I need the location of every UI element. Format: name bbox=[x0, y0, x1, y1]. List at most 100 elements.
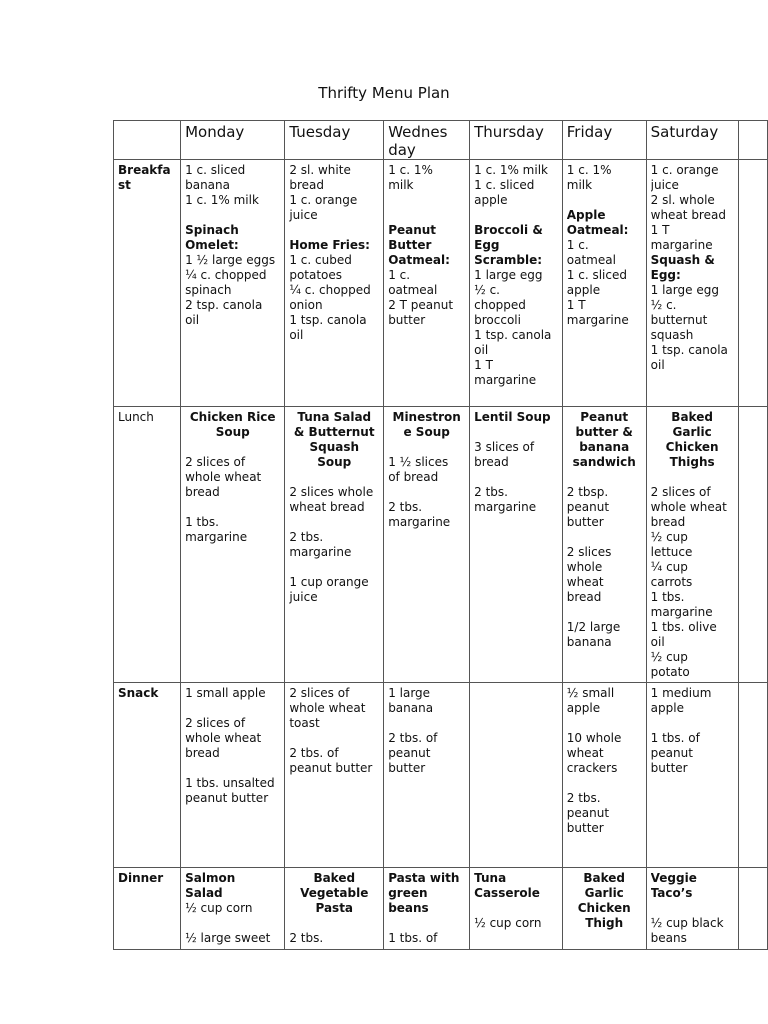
ingredient-line: banana bbox=[566, 635, 612, 649]
ingredient-line: butter bbox=[650, 761, 688, 775]
ingredient-line: 2 slices bbox=[566, 545, 612, 559]
menu-cell-saturday: 1 c. orange juice 2 sl. whole wheat bread 1 … bbox=[645, 159, 739, 407]
ingredient-line: ¼ cup bbox=[650, 560, 688, 574]
dish-title: Baked bbox=[671, 410, 713, 424]
dish-title: Taco’s bbox=[650, 886, 693, 900]
ingredient-line bbox=[567, 716, 642, 731]
dish-title: Scramble: bbox=[474, 253, 543, 267]
ingredient-line: bread bbox=[566, 590, 602, 604]
ingredient-line bbox=[185, 208, 280, 223]
ingredient-line: apple bbox=[566, 283, 601, 297]
dish-title: Vegetable bbox=[300, 886, 369, 900]
ingredient-line: broccoli bbox=[474, 313, 521, 327]
ingredient-line: 1 tsp. canola bbox=[289, 313, 367, 327]
dish-title: Chicken bbox=[665, 440, 719, 454]
row-label-text: Breakfa bbox=[118, 163, 171, 177]
dish-title: Peanut bbox=[388, 223, 437, 237]
dish-title: Chicken bbox=[577, 901, 631, 915]
ingredient-line bbox=[388, 916, 465, 931]
header-tuesday: Tuesday bbox=[284, 120, 385, 160]
ingredient-line bbox=[185, 916, 280, 931]
dish-title: Baked bbox=[583, 871, 626, 885]
ingredient-line: ½ cup corn bbox=[474, 916, 542, 930]
ingredient-line: margarine bbox=[566, 313, 629, 327]
ingredient-line bbox=[474, 470, 558, 485]
ingredient-line bbox=[651, 901, 734, 916]
ingredient-line: whole wheat bbox=[185, 731, 262, 745]
ingredient-line: peanut bbox=[388, 746, 431, 760]
menu-cell-saturday: Baked Garlic Chicken Thighs 2 slices of whole… bbox=[645, 406, 739, 683]
dish-title: Peanut bbox=[580, 410, 629, 424]
ingredient-line: 1 T bbox=[566, 298, 586, 312]
ingredient-line: 2 tbs. bbox=[566, 791, 601, 805]
ingredient-line: butternut bbox=[650, 313, 708, 327]
dish-title: banana bbox=[579, 440, 630, 454]
ingredient-line: peanut butter bbox=[185, 791, 269, 805]
ingredient-line: 1 tbs. of bbox=[650, 731, 700, 745]
menu-cell-sunday bbox=[737, 867, 768, 950]
menu-cell-sunday bbox=[737, 406, 768, 683]
ingredient-line: 2 tbs. bbox=[289, 931, 324, 945]
ingredient-line: margarine bbox=[474, 373, 537, 387]
menu-cell-friday: 1 c. 1% milk Apple Oatmeal: 1 c. oatmeal 1 c. … bbox=[561, 159, 647, 407]
menu-cell-sunday bbox=[737, 159, 768, 407]
menu-cell-wednesday: Minestron e Soup 1 ½ slices of bread 2 tbs. m… bbox=[383, 406, 471, 683]
ingredient-line: oil bbox=[650, 358, 665, 372]
meal-row-breakfast: Breakfa st 1 c. sliced banana 1 c. 1% milk Sp… bbox=[112, 159, 768, 407]
dish-title: Baked bbox=[313, 871, 356, 885]
menu-cell-monday: Salmon Salad ½ cup corn ½ large sweet bbox=[180, 867, 286, 950]
menu-cell-thursday: Tuna Casserole ½ cup corn bbox=[469, 867, 563, 950]
ingredient-line: 1 cup orange bbox=[289, 575, 369, 589]
ingredient-line: 2 slices whole bbox=[289, 485, 374, 499]
ingredient-line bbox=[651, 470, 734, 485]
ingredient-line: ½ cup corn bbox=[185, 901, 253, 915]
ingredient-line: banana bbox=[185, 178, 230, 192]
menu-cell-monday: 1 c. sliced banana 1 c. 1% milk Spinach Omel… bbox=[180, 159, 286, 407]
ingredient-line: 1 tbs. olive bbox=[650, 620, 717, 634]
dish-title: Egg: bbox=[650, 268, 681, 282]
ingredient-line: juice bbox=[289, 208, 318, 222]
ingredient-line bbox=[289, 470, 379, 485]
ingredient-line: margarine bbox=[185, 530, 248, 544]
ingredient-line bbox=[567, 776, 642, 791]
dish-title: Oatmeal: bbox=[566, 223, 629, 237]
ingredient-line: whole wheat bbox=[650, 500, 727, 514]
ingredient-line bbox=[567, 605, 642, 620]
dish-title: sandwich bbox=[572, 455, 636, 469]
header-wednesday: Wednes day bbox=[383, 120, 471, 160]
ingredient-line: beans bbox=[650, 931, 687, 945]
ingredient-line: carrots bbox=[650, 575, 693, 589]
menu-plan-table: Monday Tuesday Wednes day Thursday Friday Satu… bbox=[112, 120, 768, 950]
ingredient-line: ½ c. bbox=[474, 283, 500, 297]
document-title: Thrifty Menu Plan bbox=[0, 84, 768, 102]
row-label-snack: Snack bbox=[112, 682, 182, 868]
ingredient-line: wheat bread bbox=[650, 208, 726, 222]
ingredient-line: margarine bbox=[474, 500, 537, 514]
ingredient-line: 1 c. sliced bbox=[185, 163, 246, 177]
row-label-text: Lunch bbox=[118, 410, 154, 424]
header-text: day bbox=[388, 141, 416, 159]
dish-title: Spinach bbox=[185, 223, 239, 237]
ingredient-line: bread bbox=[650, 515, 686, 529]
ingredient-line: ¼ c. chopped bbox=[185, 268, 267, 282]
ingredient-line: butter bbox=[566, 821, 604, 835]
ingredient-line: 2 tbs. of bbox=[388, 731, 438, 745]
dish-title: Minestron bbox=[392, 410, 461, 424]
dish-title: Egg bbox=[474, 238, 500, 252]
ingredient-line: toast bbox=[289, 716, 320, 730]
header-monday: Monday bbox=[180, 120, 286, 160]
ingredient-line bbox=[289, 515, 379, 530]
dish-title: Squash & bbox=[650, 253, 715, 267]
ingredient-line: 1 c. sliced bbox=[474, 178, 535, 192]
ingredient-line: 1 tsp. canola bbox=[474, 328, 552, 342]
header-text: Thursday bbox=[474, 123, 544, 141]
dish-title: Lentil Soup bbox=[474, 410, 551, 424]
row-label-dinner: Dinner bbox=[112, 867, 182, 950]
ingredient-line: chopped bbox=[474, 298, 526, 312]
menu-cell-wednesday: 1 large banana 2 tbs. of peanut butter bbox=[383, 682, 471, 868]
header-text: Tuesday bbox=[289, 123, 351, 141]
ingredient-line: 1 tbs. bbox=[185, 515, 219, 529]
dish-title: Veggie bbox=[650, 871, 697, 885]
ingredient-line: 1 large bbox=[388, 686, 431, 700]
menu-cell-friday: Peanut butter & banana sandwich 2 tbsp. peanu… bbox=[561, 406, 647, 683]
